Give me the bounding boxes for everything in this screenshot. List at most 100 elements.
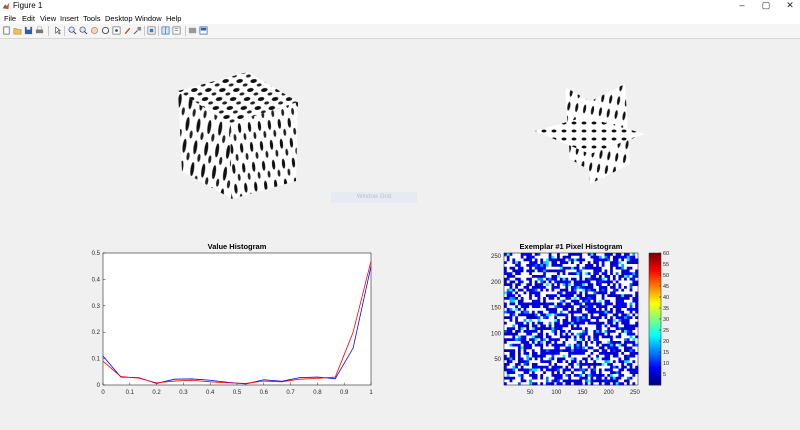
save-icon[interactable] — [24, 26, 33, 35]
colorbar-tick-label: 10 — [663, 361, 669, 367]
print-icon[interactable] — [35, 26, 44, 35]
zoom-out-icon[interactable] — [79, 26, 88, 35]
colorbar-step — [649, 265, 661, 268]
colorbar-step — [649, 374, 661, 378]
colorbar-icon[interactable] — [147, 26, 156, 35]
menu-view[interactable]: View — [40, 14, 57, 23]
y-tick-label: 50 — [494, 357, 501, 363]
pan-icon[interactable] — [90, 26, 99, 35]
menu-tools[interactable]: Tools — [83, 14, 101, 23]
x-tick-label: 250 — [630, 390, 641, 396]
colorbar-step — [649, 325, 661, 328]
colorbar-step — [649, 263, 661, 266]
colorbar-step — [649, 304, 661, 308]
value-histogram-chart[interactable]: Value Histogram 0 0.1 0.2 0.3 0.4 0.5 0.6 0.7 0.… — [85, 237, 385, 399]
x-tick-label: 0.5 — [233, 390, 242, 396]
menu-file[interactable]: File — [4, 14, 17, 23]
colorbar-tick-label: 5 — [663, 372, 666, 378]
x-tick-label: 100 — [551, 390, 562, 396]
colorbar-tick-label: 30 — [663, 317, 669, 323]
colorbar-step — [649, 294, 661, 297]
x-tick-label: 0.4 — [206, 390, 215, 396]
dock-figure-icon[interactable] — [199, 26, 208, 35]
open-file-icon[interactable] — [13, 26, 22, 35]
colorbar-tick-label: 40 — [663, 295, 669, 301]
colorbar-step — [649, 327, 661, 330]
menu-edit[interactable]: Edit — [22, 14, 35, 23]
colorbar-step — [649, 253, 661, 256]
colorbar-step — [649, 283, 661, 287]
close-button[interactable]: ✕ — [786, 0, 794, 10]
colorbar-step — [649, 271, 661, 275]
colorbar-step — [649, 300, 661, 303]
colorbar-step — [649, 358, 661, 361]
y-tick-label: 250 — [491, 254, 502, 260]
orthogonal-slices-view[interactable] — [530, 79, 650, 189]
colorbar-step — [649, 316, 661, 320]
x-tick-label: 50 — [527, 390, 534, 396]
maximize-button[interactable]: ▢ — [761, 0, 771, 10]
matlab-logo-icon — [2, 2, 10, 10]
menu-window[interactable]: Window — [135, 14, 162, 23]
menu-bar: File Edit View Insert Tools Desktop Wind… — [0, 12, 800, 24]
colorbar-step — [649, 306, 661, 310]
legend-icon[interactable] — [161, 26, 170, 35]
zoom-in-icon[interactable] — [68, 26, 77, 35]
x-tick-label: 0.1 — [126, 390, 135, 396]
brush-icon[interactable] — [123, 26, 132, 35]
pointer-icon[interactable] — [53, 26, 62, 35]
minimize-button[interactable]: – — [739, 0, 745, 10]
colorbar-step — [649, 288, 661, 291]
new-figure-icon[interactable] — [2, 26, 11, 35]
colorbar-step — [649, 376, 661, 380]
colorbar-step — [649, 308, 661, 312]
data-cursor-icon[interactable] — [112, 26, 121, 35]
volume-cube-view[interactable] — [170, 69, 310, 204]
rotate-icon[interactable] — [101, 26, 110, 35]
series-line-2 — [102, 260, 372, 384]
heatmap-image — [504, 253, 639, 386]
x-tick-label: 150 — [578, 390, 589, 396]
colorbar-tick-label: 55 — [663, 262, 669, 268]
colorbar-step — [649, 298, 661, 301]
colorbar-step — [649, 364, 661, 367]
colorbar[interactable]: 5 10 15 20 25 30 35 40 45 50 55 60 — [648, 251, 669, 386]
colorbar-step — [649, 333, 661, 336]
x-tick-label: 200 — [604, 390, 615, 396]
colorbar-step — [649, 339, 661, 343]
menu-insert[interactable]: Insert — [60, 14, 79, 23]
colorbar-step — [649, 356, 661, 359]
colorbar-step — [649, 341, 661, 345]
colorbar-step — [649, 331, 661, 334]
colorbar-step — [649, 329, 661, 332]
cube-right-face — [230, 102, 298, 199]
x-tick-label: 0.8 — [313, 390, 322, 396]
colorbar-step — [649, 255, 661, 258]
y-tick-label: 0.1 — [92, 357, 101, 363]
colorbar-step — [649, 321, 661, 324]
figure-canvas[interactable]: Window Grid — [0, 39, 800, 430]
colorbar-step — [649, 352, 661, 355]
plot-area — [102, 252, 372, 386]
colorbar-tick-label: 15 — [663, 350, 669, 356]
colorbar-step — [649, 349, 661, 353]
colorbar-step — [649, 314, 661, 318]
chart-title: Exemplar #1 Pixel Histogram — [520, 242, 623, 251]
colorbar-step — [649, 302, 661, 305]
colorbar-tick-label: 20 — [663, 339, 669, 345]
colorbar-step — [649, 319, 661, 322]
show-plot-tools-icon[interactable] — [188, 26, 197, 35]
y-tick-label: 150 — [491, 306, 502, 312]
menu-help[interactable]: Help — [166, 14, 182, 23]
x-tick-label: 1 — [369, 390, 373, 396]
menu-desktop[interactable]: Desktop — [105, 14, 133, 23]
x-tick-label: 0.7 — [286, 390, 295, 396]
toolbar-separator — [48, 26, 49, 36]
x-tick-label: 0 — [101, 390, 105, 396]
link-icon[interactable] — [133, 26, 142, 35]
window-grid-label: Window Grid — [331, 192, 417, 203]
pixel-histogram-chart[interactable]: Exemplar #1 Pixel Histogram 50 100 150 200 2… — [480, 237, 680, 399]
x-tick-label: 0.3 — [179, 390, 188, 396]
hide-plot-tools-icon[interactable] — [172, 26, 181, 35]
colorbar-step — [649, 372, 661, 376]
